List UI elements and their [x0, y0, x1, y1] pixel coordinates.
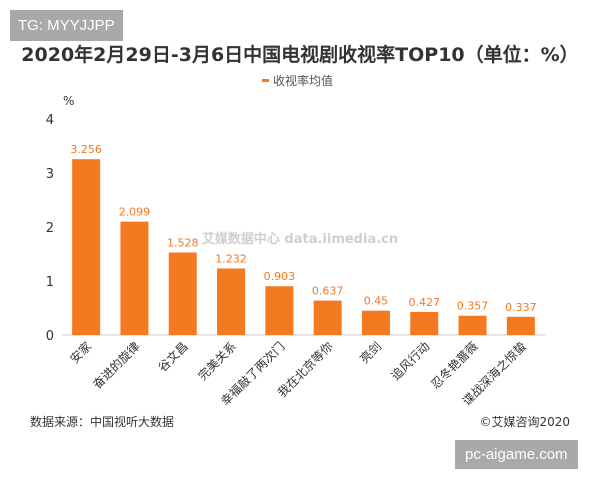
- x-tick-label: 亮剑: [356, 339, 384, 367]
- y-tick-label: 4: [46, 113, 54, 128]
- legend-label: 收视率均值: [273, 74, 334, 88]
- bar: [217, 268, 246, 335]
- data-label: 0.337: [505, 301, 537, 314]
- bar: [72, 159, 101, 335]
- x-tick-label: 忍冬艳蔷薇: [428, 339, 481, 392]
- watermark-tag: TG: MYYJJPP: [10, 10, 123, 41]
- bar: [265, 286, 294, 335]
- bar: [410, 311, 439, 335]
- legend-swatch: [262, 79, 269, 82]
- x-tick-label: 追风行动: [388, 339, 433, 384]
- y-tick-label: 2: [46, 221, 54, 236]
- bar: [506, 316, 535, 335]
- x-tick-label: 安家: [67, 339, 95, 367]
- x-tick-label: 谷文昌: [155, 339, 191, 375]
- site-badge: pc-aigame.com: [455, 440, 578, 469]
- data-label: 3.256: [70, 143, 102, 156]
- y-axis-label: %: [63, 94, 74, 108]
- logo-watermark: 艾媒数据中心 data.iimedia.cn: [202, 231, 398, 247]
- data-label: 0.45: [364, 295, 389, 308]
- y-tick-label: 1: [46, 275, 54, 290]
- data-label: 0.637: [312, 285, 344, 298]
- bar: [313, 300, 342, 335]
- bar: [458, 315, 487, 335]
- data-label: 0.427: [409, 296, 441, 309]
- copyright: ©艾媒咨询2020: [479, 415, 570, 429]
- data-label: 1.232: [215, 252, 247, 265]
- data-source: 数据来源：中国视听大数据: [30, 415, 175, 429]
- data-label: 0.357: [457, 300, 489, 313]
- bar: [120, 221, 149, 335]
- y-tick-label: 3: [46, 167, 54, 182]
- x-tick-label: 奋进的旋律: [90, 339, 143, 392]
- bar: [168, 252, 197, 335]
- data-label: 0.903: [264, 270, 296, 283]
- data-label: 1.528: [167, 236, 199, 249]
- data-label: 2.099: [119, 206, 151, 219]
- bar: [361, 310, 390, 335]
- chart-title: 2020年2月29日-3月6日中国电视剧收视率TOP10（单位：%）: [21, 44, 579, 66]
- y-tick-label: 0: [46, 329, 54, 344]
- x-tick-label: 完美关系: [195, 339, 240, 384]
- legend: 收视率均值: [262, 72, 333, 89]
